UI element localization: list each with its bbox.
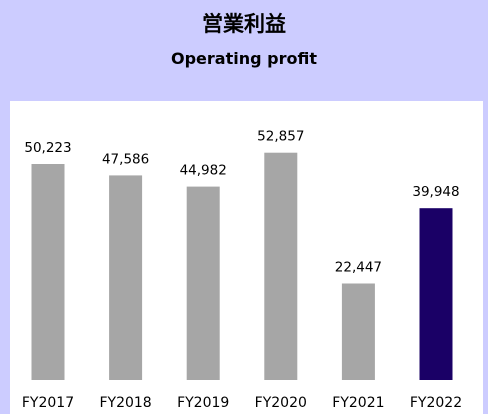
plot-area: 50,223 FY2017 47,586 FY2018 44,982 FY2019 52,8… <box>10 101 483 414</box>
value-label-fy2017: 50,223 <box>24 140 71 156</box>
x-tick-label-fy2020: FY2020 <box>255 395 307 411</box>
x-tick-label-fy2017: FY2017 <box>22 395 74 411</box>
bar-fy2020 <box>264 152 298 380</box>
x-tick-label-fy2019: FY2019 <box>177 395 229 411</box>
bar-fy2017 <box>31 164 65 380</box>
bar-fy2021 <box>341 283 375 380</box>
bar-chart: 50,223 FY2017 47,586 FY2018 44,982 FY2019 52,8… <box>22 129 462 411</box>
value-label-fy2021: 22,447 <box>335 260 382 276</box>
value-label-fy2020: 52,857 <box>257 129 304 145</box>
value-label-fy2018: 47,586 <box>102 151 149 167</box>
value-label-fy2022: 39,948 <box>412 184 459 200</box>
bar-fy2018 <box>109 175 143 380</box>
chart-title: 営業利益 <box>202 12 286 36</box>
x-tick-label-fy2022: FY2022 <box>410 395 462 411</box>
x-tick-label-fy2018: FY2018 <box>99 395 151 411</box>
chart-subtitle: Operating profit <box>171 49 317 68</box>
bar-fy2022 <box>419 208 453 380</box>
x-tick-label-fy2021: FY2021 <box>332 395 384 411</box>
bar-fy2019 <box>186 186 220 380</box>
value-label-fy2019: 44,982 <box>180 163 227 179</box>
